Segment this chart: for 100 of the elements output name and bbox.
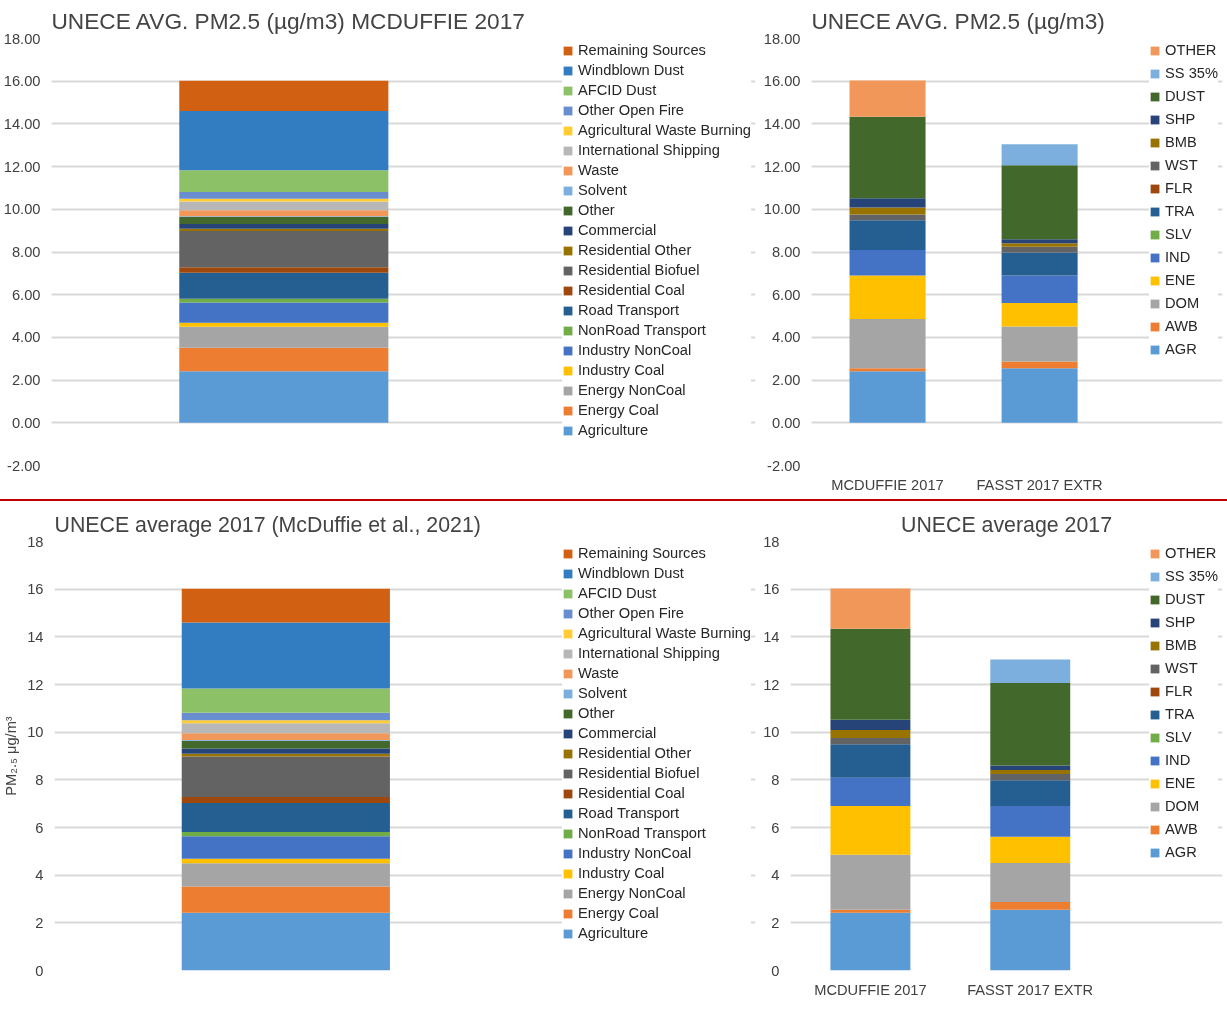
y-tick-label: 10.00	[3, 201, 41, 218]
bar	[1001, 303, 1078, 327]
legend-label: TRA	[1165, 203, 1195, 219]
legend-label: SLV	[1165, 226, 1192, 242]
bar	[990, 836, 1071, 864]
bar	[1001, 368, 1078, 423]
x-tick-label: FASST 2017 EXTR	[967, 981, 1094, 998]
bar	[179, 272, 389, 299]
y-tick-label: 4	[771, 867, 780, 884]
legend-label: Road Transport	[578, 805, 680, 821]
bar	[849, 198, 926, 208]
bar	[990, 902, 1071, 910]
legend-label: OTHER	[1165, 545, 1217, 561]
y-tick-label: 18	[763, 533, 780, 550]
legend-label: Residential Coal	[578, 785, 685, 801]
bar	[179, 216, 389, 225]
bar	[849, 250, 926, 276]
legend-label: SS 35%	[1165, 568, 1218, 584]
legend-label: Road Transport	[578, 302, 680, 318]
bar	[181, 912, 390, 971]
y-tick-label: 18.00	[763, 30, 801, 47]
legend-label: AGR	[1165, 341, 1197, 357]
bar	[990, 683, 1071, 766]
legend-label: Energy NonCoal	[578, 885, 686, 901]
legend-label: ENE	[1165, 775, 1196, 791]
legend-label: Energy Coal	[578, 905, 659, 921]
y-tick-label: 2.00	[11, 372, 41, 389]
bar	[181, 836, 390, 859]
y-tick-label: 10	[763, 724, 780, 741]
bar	[179, 201, 389, 211]
y-tick-label: 18	[27, 533, 44, 550]
legend-label: Industry Coal	[578, 865, 665, 881]
legend-label: Windblown Dust	[578, 62, 684, 78]
bar	[179, 231, 389, 268]
y-tick-label: 8	[771, 771, 780, 788]
legend-label: Commercial	[578, 222, 657, 238]
y-tick-label: 14.00	[763, 115, 801, 132]
bar	[179, 347, 389, 372]
bar	[990, 806, 1071, 837]
y-tick-label: 8.00	[771, 244, 801, 260]
y-tick-label: 12	[27, 676, 44, 693]
legend-label: Solvent	[578, 685, 627, 701]
y-tick-label: 18.00	[3, 30, 41, 47]
y-tick-label: -2.00	[767, 457, 801, 474]
legend-label: NonRoad Transport	[578, 825, 706, 841]
legend-label: WST	[1165, 660, 1198, 676]
y-tick-label: 6.00	[771, 286, 801, 303]
y-tick-label: 16.00	[3, 73, 41, 90]
legend-label: AWB	[1165, 821, 1198, 837]
legend-label: Residential Other	[578, 745, 692, 761]
legend-label: International Shipping	[578, 142, 720, 158]
bar	[1001, 165, 1078, 240]
bar	[181, 796, 390, 803]
legend-label: AWB	[1165, 318, 1198, 334]
bar	[849, 275, 926, 320]
legend-label: DOM	[1165, 798, 1200, 814]
bar	[830, 909, 911, 913]
legend-label: DUST	[1165, 88, 1205, 104]
legend-label: SHP	[1165, 111, 1196, 127]
y-tick-label: 4.00	[771, 329, 801, 346]
legend-label: Other	[578, 705, 615, 721]
bar	[830, 744, 911, 778]
legend-label: Agriculture	[578, 422, 649, 438]
bar	[990, 659, 1071, 684]
y-tick-label: -2.00	[7, 457, 41, 474]
chart-title: UNECE average 2017	[900, 512, 1113, 537]
y-tick-label: 10	[27, 724, 44, 741]
bar	[830, 806, 911, 855]
bar	[830, 737, 911, 745]
legend-label: Commercial	[578, 725, 657, 741]
legend-label: Other	[578, 202, 615, 218]
bar	[179, 111, 389, 171]
y-tick-label: 16	[27, 581, 44, 598]
legend-label: SHP	[1165, 614, 1196, 630]
bar	[181, 588, 390, 623]
bar	[179, 298, 389, 303]
y-tick-label: 4	[35, 867, 44, 884]
y-tick-label: 2.00	[771, 372, 801, 389]
legend-label: BMB	[1165, 134, 1197, 150]
legend-label: Windblown Dust	[578, 565, 684, 581]
y-tick-label: 8.00	[11, 244, 41, 260]
legend-label: International Shipping	[578, 645, 720, 661]
bar	[181, 886, 390, 913]
bar	[181, 733, 390, 741]
y-tick-label: 6.00	[11, 286, 41, 303]
bar	[179, 302, 389, 323]
bar	[1001, 275, 1078, 304]
bar	[181, 740, 390, 749]
chart-title: UNECE AVG. PM2.5 (µg/m3)	[811, 7, 1105, 34]
bar	[179, 170, 389, 193]
bar	[830, 854, 911, 910]
bar	[830, 628, 911, 720]
bar	[179, 192, 389, 199]
x-tick-label: MCDUFFIE 2017	[831, 476, 944, 493]
y-tick-label: 10.00	[763, 201, 801, 218]
bar	[990, 780, 1071, 807]
text: Remaining Sources	[578, 545, 706, 561]
bar	[990, 909, 1071, 971]
y-tick-label: 8	[35, 771, 44, 788]
bar	[849, 207, 926, 215]
